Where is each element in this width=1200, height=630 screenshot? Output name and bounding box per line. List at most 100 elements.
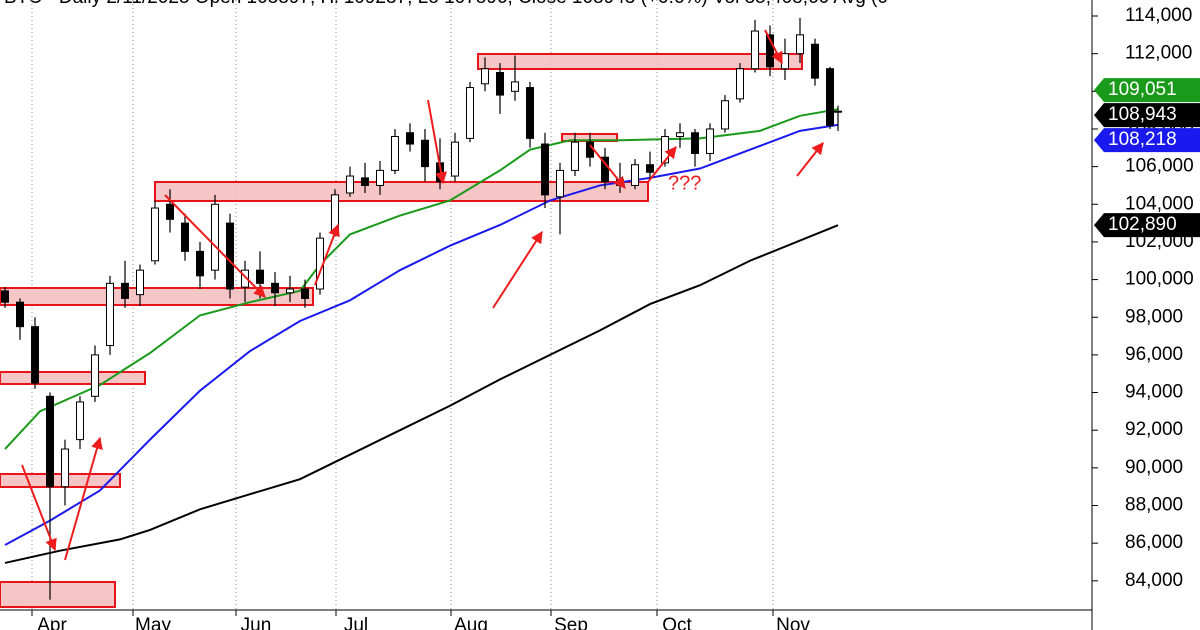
value-tag-label: 108,943 — [1108, 104, 1177, 125]
y-tick-label: 86,000 — [1125, 532, 1183, 553]
y-tick-label: 114,000 — [1125, 5, 1192, 26]
arrow — [796, 142, 824, 177]
candle-body — [256, 269, 264, 284]
candle-body — [481, 68, 489, 85]
x-tick-label: Aug — [454, 615, 488, 630]
candle-body — [286, 288, 294, 294]
x-tick-label: Nov — [776, 615, 810, 630]
candle-body — [826, 68, 834, 126]
zone-box — [0, 473, 121, 488]
arrow — [647, 146, 677, 183]
candle-body — [691, 132, 699, 154]
y-tick-label: 104,000 — [1125, 193, 1194, 214]
candle-body — [136, 269, 144, 296]
candle-body — [676, 132, 684, 137]
candle-body — [61, 448, 69, 488]
candle-body — [76, 401, 84, 441]
candle-body — [751, 30, 759, 70]
x-tick-label: Oct — [662, 615, 692, 630]
plot-area — [1, 17, 842, 600]
candle-body — [706, 128, 714, 154]
arrow — [314, 223, 340, 286]
candle-body — [181, 222, 189, 252]
zone-box — [0, 371, 146, 385]
candle-body — [271, 282, 279, 294]
candle-body — [361, 177, 369, 186]
chart-title: BTC - Daily 2/11/2025 Open 108897, Hi 10… — [4, 0, 888, 8]
candle-body — [511, 81, 519, 92]
value-tag: 102,890 — [1094, 213, 1200, 238]
candle-body — [121, 282, 129, 299]
candle-body — [241, 269, 249, 288]
value-tag-box — [1094, 128, 1200, 153]
y-tick-label: 96,000 — [1125, 344, 1183, 365]
candle-body — [631, 164, 639, 186]
y-tick-label: 88,000 — [1125, 495, 1183, 516]
value-tag-box — [1094, 78, 1200, 103]
value-tag-label: 109,051 — [1108, 79, 1177, 100]
arrow — [589, 144, 626, 189]
candle-body — [571, 141, 579, 171]
zone-box — [154, 181, 649, 202]
y-tick-label: 84,000 — [1125, 570, 1183, 591]
y-tick-label: 94,000 — [1125, 382, 1183, 403]
arrow — [427, 99, 447, 185]
x-tick-label: Sep — [554, 615, 588, 630]
zone-box — [0, 287, 314, 306]
candle-body — [346, 175, 354, 194]
candle-body — [166, 203, 174, 220]
candle-body — [196, 250, 204, 277]
y-tick-label: 112,000 — [1125, 43, 1192, 64]
candle-body — [781, 53, 789, 70]
arrow — [64, 436, 103, 561]
candle-body — [811, 43, 819, 79]
candle-body — [151, 207, 159, 262]
y-tick-label: 100,000 — [1125, 269, 1194, 290]
candle-body — [106, 282, 114, 346]
candle-body — [466, 87, 474, 139]
y-tick-label: 90,000 — [1125, 457, 1183, 478]
value-tag-box — [1094, 103, 1200, 128]
value-tag: 108,943 — [1094, 103, 1200, 128]
value-tag-label: 102,890 — [1108, 214, 1177, 235]
candle-body — [301, 288, 309, 299]
arrow — [764, 29, 783, 65]
candle-body — [496, 71, 504, 96]
candle-body — [601, 156, 609, 183]
y-tick-label: 92,000 — [1125, 419, 1183, 440]
candle-body — [46, 395, 54, 488]
x-tick-label: May — [135, 615, 171, 630]
moving-average-line — [4, 123, 839, 546]
value-tag: 109,051 — [1094, 78, 1200, 103]
x-tick-label: Jul — [344, 615, 368, 630]
candle-body — [834, 110, 842, 113]
zone-box — [0, 581, 116, 608]
candle-body — [541, 143, 549, 196]
arrow — [164, 194, 266, 298]
annotation-text: ??? — [668, 172, 701, 194]
y-tick-label: 106,000 — [1125, 156, 1194, 177]
candle-body — [31, 326, 39, 384]
arrow — [21, 464, 57, 552]
candle-body — [376, 169, 384, 186]
axes: 84,000 86,000 88,000 90,000 92,000 94,000 96,0… — [31, 5, 1200, 630]
y-tick-label: 98,000 — [1125, 306, 1183, 327]
candle-body — [526, 87, 534, 139]
candle-body — [556, 169, 564, 198]
candle-body — [796, 34, 804, 55]
candle-body — [586, 141, 594, 158]
candle-body — [406, 132, 414, 145]
candle-body — [1, 290, 9, 303]
annotation-arrows — [21, 29, 824, 561]
zone-box — [477, 53, 803, 70]
candle-body — [16, 301, 24, 328]
candle-body — [421, 139, 429, 168]
value-tag: 108,218 — [1094, 128, 1200, 153]
candle-body — [391, 135, 399, 171]
candle-body — [721, 100, 729, 130]
value-tag-box — [1094, 213, 1200, 238]
value-tag-label: 108,218 — [1108, 129, 1177, 150]
candle-body — [211, 203, 219, 271]
candle-body — [736, 68, 744, 100]
